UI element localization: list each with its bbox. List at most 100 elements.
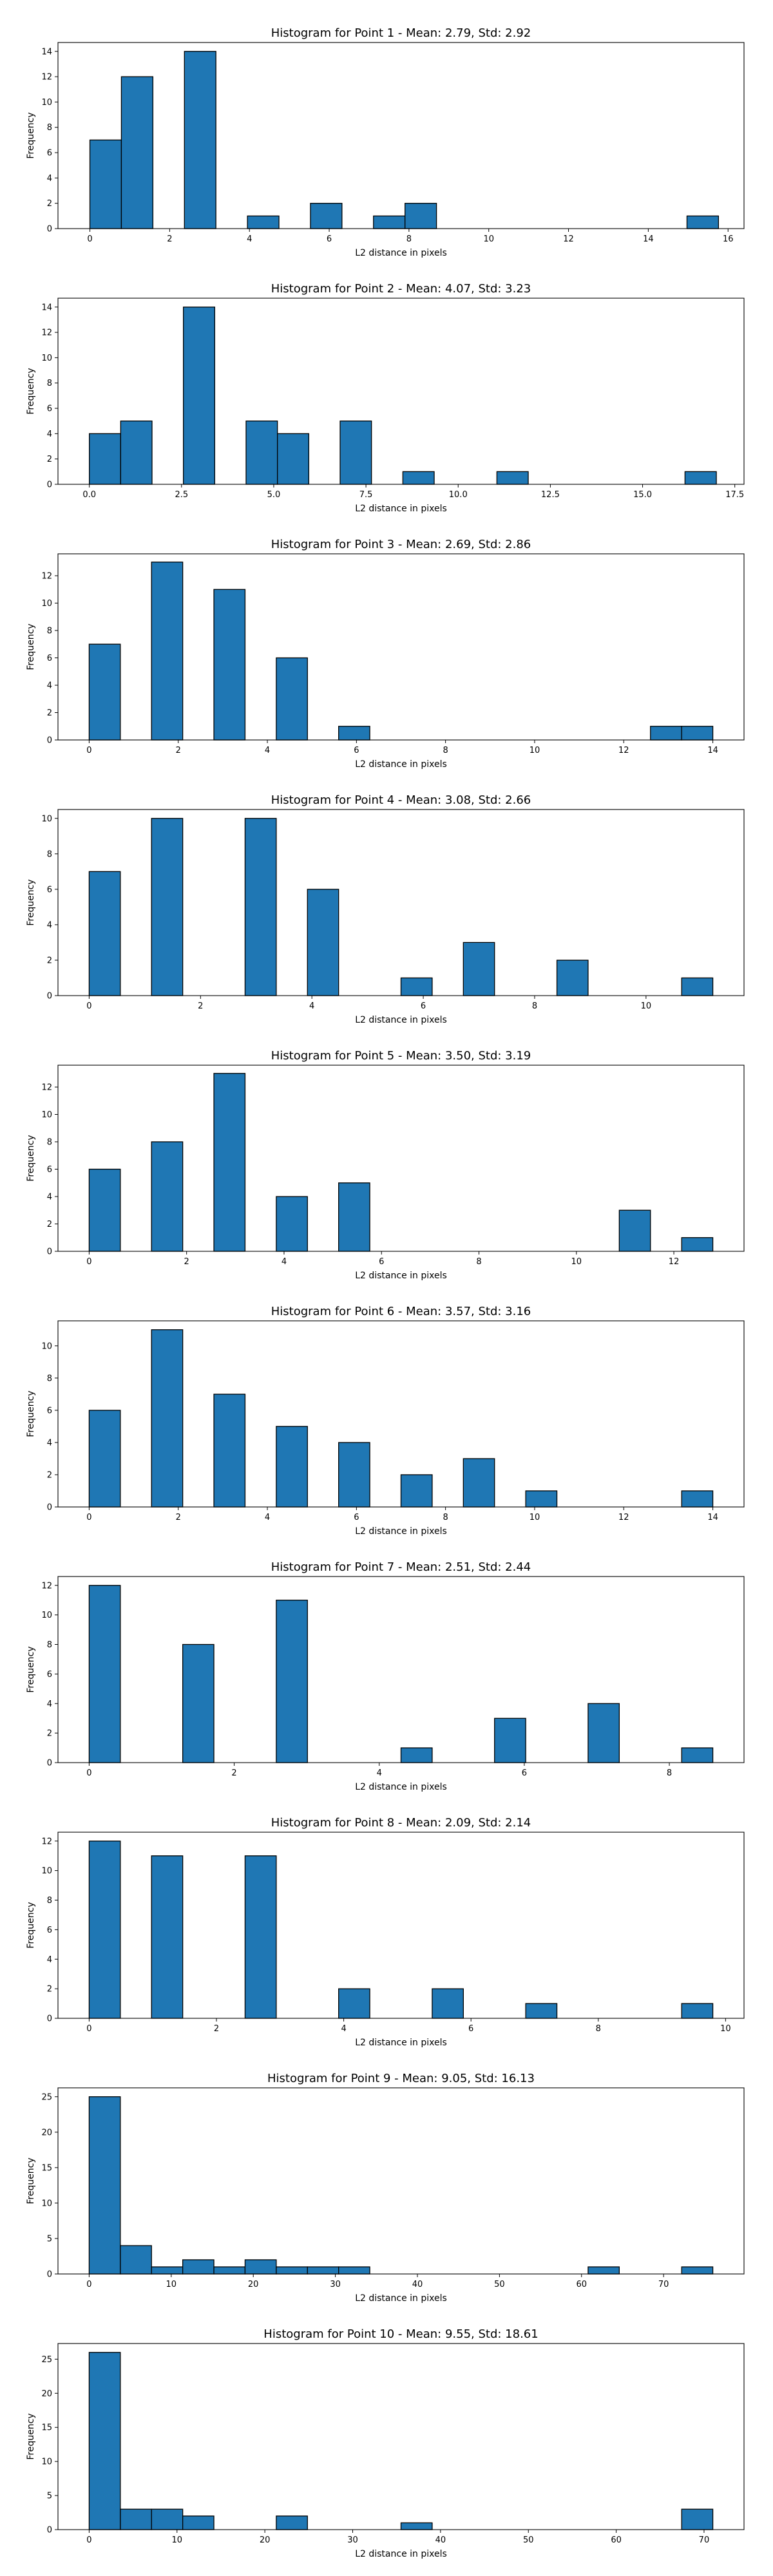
y-tick-label: 0 <box>47 1247 52 1257</box>
y-tick-label: 0 <box>47 1759 52 1768</box>
x-tick-label: 12.5 <box>541 490 560 500</box>
y-tick-label: 10 <box>41 1110 52 1120</box>
x-tick-label: 10 <box>571 1257 582 1267</box>
chart-title: Histogram for Point 10 - Mean: 9.55, Std… <box>263 2327 538 2341</box>
y-axis-label: Frequency <box>26 623 36 670</box>
y-tick-label: 12 <box>41 1837 52 1846</box>
x-tick-label: 8 <box>443 746 448 755</box>
x-tick-label: 12 <box>618 746 629 755</box>
y-tick-label: 12 <box>41 572 52 582</box>
histogram-bar <box>681 1747 714 1763</box>
histogram-bar <box>307 889 339 996</box>
histogram-bar <box>400 977 433 996</box>
histogram-bar <box>88 871 121 996</box>
y-tick-label: 2 <box>47 455 52 464</box>
x-tick-label: 6 <box>468 2024 473 2034</box>
histogram-bar <box>307 2266 339 2275</box>
y-tick-label: 10 <box>41 599 52 609</box>
y-tick-label: 0 <box>47 2270 52 2280</box>
y-tick-label: 14 <box>41 47 52 57</box>
x-tick-label: 4 <box>265 1513 270 1522</box>
histogram-bar <box>587 2266 620 2275</box>
chart-title: Histogram for Point 3 - Mean: 2.69, Std:… <box>271 538 531 551</box>
histogram-bar <box>89 433 121 485</box>
histogram-bar <box>244 818 277 996</box>
x-tick-label: 6 <box>421 1001 426 1011</box>
histogram-bar <box>247 215 280 229</box>
x-tick-label: 40 <box>412 2280 423 2289</box>
x-axis-label: L2 distance in pixels <box>355 248 447 258</box>
y-tick-label: 2 <box>47 1729 52 1739</box>
y-tick-label: 6 <box>47 654 52 663</box>
histogram-bar <box>151 2266 184 2275</box>
histogram-bar <box>681 1490 714 1508</box>
histogram-bar <box>88 2352 121 2530</box>
x-axis-label: L2 distance in pixels <box>355 504 447 514</box>
histogram-bar <box>650 726 682 741</box>
y-tick-label: 4 <box>47 1955 52 1965</box>
x-tick-label: 2 <box>184 1257 189 1267</box>
y-tick-label: 2 <box>47 199 52 209</box>
x-axis-label: L2 distance in pixels <box>355 2549 447 2559</box>
x-tick-label: 40 <box>435 2535 446 2545</box>
histogram-panel-6: Histogram for Point 6 - Mean: 3.57, Std:… <box>26 1305 745 1537</box>
histogram-bar <box>525 1490 558 1508</box>
x-tick-label: 10 <box>530 1513 540 1522</box>
histogram-panel-5: Histogram for Point 5 - Mean: 3.50, Std:… <box>26 1049 745 1281</box>
histogram-bar <box>681 2266 714 2275</box>
x-tick-label: 16 <box>723 234 734 244</box>
y-tick-label: 4 <box>47 1700 52 1709</box>
x-tick-label: 6 <box>327 234 332 244</box>
histogram-bar <box>618 1209 651 1252</box>
axes-frame <box>57 1576 745 1763</box>
y-tick-label: 15 <box>41 2423 52 2433</box>
histogram-bar <box>244 1855 277 2019</box>
x-tick-label: 7.5 <box>359 490 373 500</box>
y-axis-label: Frequency <box>26 1135 36 1181</box>
histogram-bar <box>120 421 153 485</box>
y-tick-label: 6 <box>47 404 52 414</box>
histogram-bar <box>400 2522 433 2530</box>
histogram-bar <box>681 726 714 741</box>
histogram-bar <box>213 2266 246 2275</box>
x-tick-label: 10 <box>483 234 494 244</box>
histogram-bar <box>182 2259 215 2275</box>
y-axis-label: Frequency <box>26 1390 36 1437</box>
y-tick-label: 4 <box>47 1438 52 1448</box>
x-tick-label: 6 <box>354 746 359 755</box>
x-tick-label: 5.0 <box>267 490 281 500</box>
histogram-bar <box>88 1168 121 1252</box>
histogram-bar <box>88 1585 121 1763</box>
x-tick-label: 60 <box>576 2280 587 2289</box>
y-axis-label: Frequency <box>26 1902 36 1948</box>
histogram-bar <box>684 471 717 485</box>
x-tick-label: 4 <box>377 1768 382 1778</box>
x-tick-label: 2.5 <box>175 490 188 500</box>
y-tick-label: 4 <box>47 1193 52 1202</box>
y-tick-label: 2 <box>47 1985 52 1994</box>
histogram-bar <box>151 2508 184 2530</box>
y-axis-label: Frequency <box>26 2157 36 2204</box>
axes-frame <box>57 1832 745 2019</box>
histogram-bar <box>496 471 529 485</box>
histogram-bar <box>276 2266 308 2275</box>
x-tick-label: 15.0 <box>633 490 652 500</box>
histogram-panel-10: Histogram for Point 10 - Mean: 9.55, Std… <box>26 2327 745 2559</box>
y-tick-label: 12 <box>41 73 52 82</box>
y-axis-label: Frequency <box>26 1646 36 1692</box>
x-axis-label: L2 distance in pixels <box>355 1271 447 1281</box>
x-tick-label: 8 <box>667 1768 672 1778</box>
x-tick-label: 4 <box>341 2024 346 2034</box>
y-tick-label: 6 <box>47 1165 52 1175</box>
histogram-bar <box>400 1747 433 1763</box>
histogram-bar <box>120 2508 152 2530</box>
x-tick-label: 0 <box>86 2024 91 2034</box>
y-tick-label: 8 <box>47 1374 52 1383</box>
histogram-bar <box>88 2096 121 2275</box>
x-tick-label: 4 <box>247 234 252 244</box>
y-tick-label: 6 <box>47 1670 52 1680</box>
x-tick-label: 14 <box>643 234 654 244</box>
histogram-bar <box>151 1855 184 2019</box>
y-tick-label: 6 <box>47 885 52 895</box>
y-tick-label: 0 <box>47 225 52 234</box>
